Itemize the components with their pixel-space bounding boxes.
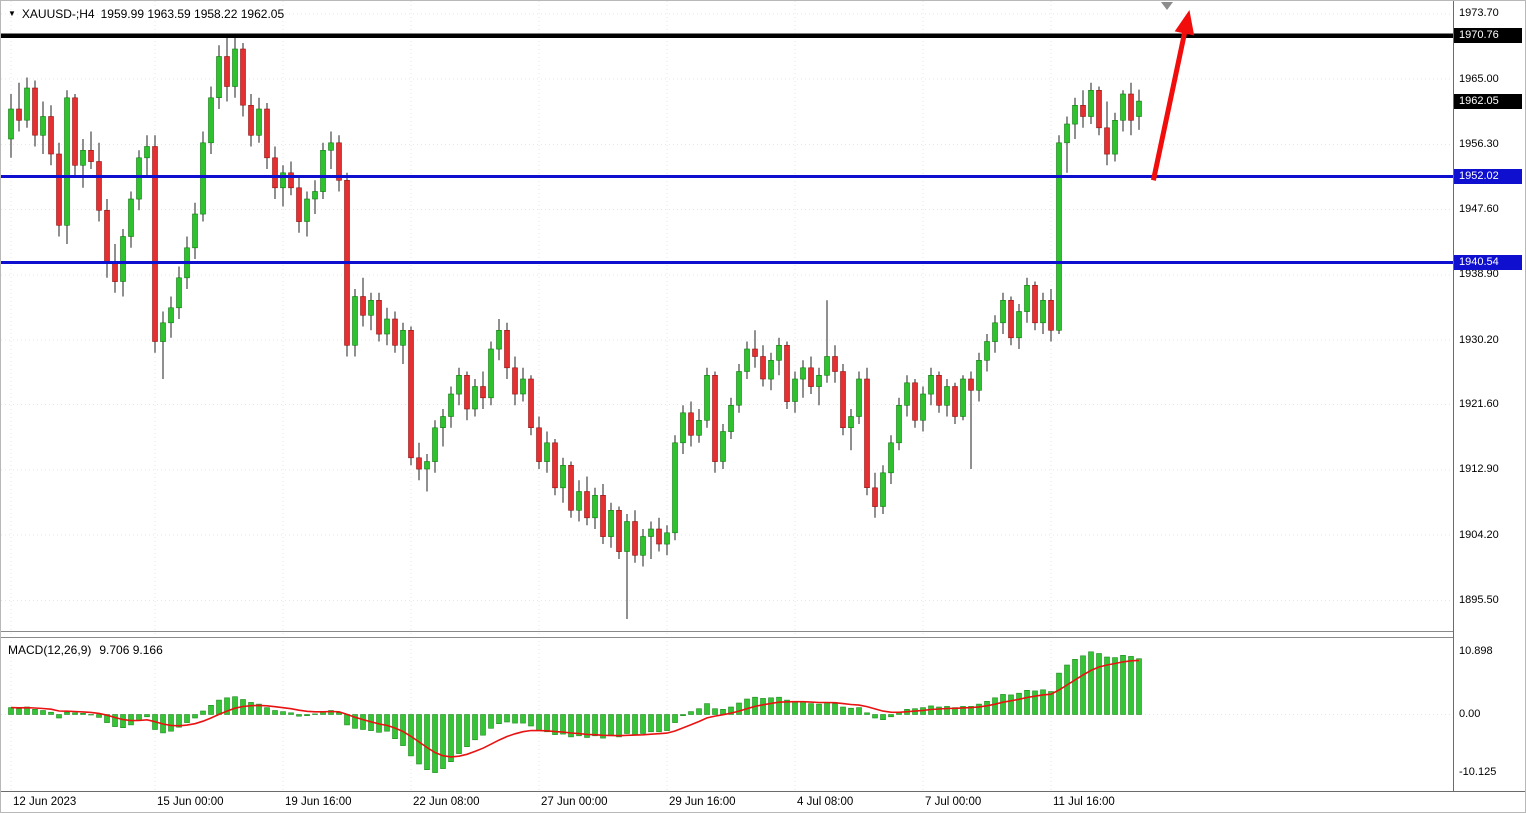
time-axis-label: 27 Jun 00:00 bbox=[541, 796, 608, 808]
trend-arrow[interactable] bbox=[1150, 10, 1195, 181]
macd-signal-line bbox=[10, 659, 1140, 758]
price-axis-label: 1956.30 bbox=[1459, 137, 1499, 150]
price-axis-label: 1973.70 bbox=[1459, 7, 1499, 20]
time-axis-label: 19 Jun 16:00 bbox=[285, 796, 352, 808]
chart-shift-marker-icon[interactable] bbox=[1161, 2, 1173, 10]
price-axis-label: 1895.50 bbox=[1459, 593, 1499, 606]
time-axis-label: 7 Jul 00:00 bbox=[925, 796, 982, 808]
symbol-timeframe-label: XAUUSD-;H4 bbox=[21, 7, 95, 21]
support-resistance-lines[interactable] bbox=[1, 33, 1453, 264]
price-axis-label: 1947.60 bbox=[1459, 203, 1499, 215]
time-axis-label: 12 Jun 2023 bbox=[13, 796, 77, 808]
macd-indicator-label: MACD(12,26,9) 9.706 9.166 bbox=[8, 643, 163, 657]
level-price-badge: 1940.54 bbox=[1454, 255, 1522, 270]
time-axis[interactable]: 12 Jun 2023 15 Jun 00:00 19 Jun 16:00 22 Ju… bbox=[1, 791, 1525, 812]
chart-area[interactable]: ▼ XAUUSD-;H4 1959.99 1963.59 1958.22 196… bbox=[1, 1, 1453, 791]
candlestick-series bbox=[8, 36, 1142, 619]
macd-values-label: 9.706 9.166 bbox=[99, 643, 163, 657]
grid bbox=[1, 1, 1453, 791]
time-axis-label: 22 Jun 08:00 bbox=[413, 796, 480, 808]
ohlc-values-label: 1959.99 1963.59 1958.22 1962.05 bbox=[100, 7, 285, 21]
level-price-badge: 1952.02 bbox=[1454, 168, 1522, 184]
price-axis-label: 1965.00 bbox=[1459, 72, 1499, 85]
time-axis-label: 29 Jun 16:00 bbox=[669, 796, 736, 808]
macd-name-label: MACD(12,26,9) bbox=[8, 643, 92, 657]
pane-divider[interactable] bbox=[1, 631, 1453, 638]
price-axis-label: 1938.90 bbox=[1459, 268, 1499, 281]
macd-axis-label: 10.898 bbox=[1459, 645, 1493, 658]
macd-axis-label: 0.00 bbox=[1459, 708, 1481, 720]
price-axis-label: 1930.20 bbox=[1459, 333, 1499, 346]
collapse-triangle-icon[interactable]: ▼ bbox=[8, 9, 16, 18]
time-axis-label: 11 Jul 16:00 bbox=[1053, 796, 1115, 808]
macd-histogram bbox=[8, 651, 1142, 773]
price-axis-label: 1904.20 bbox=[1459, 528, 1499, 541]
time-axis-label: 4 Jul 08:00 bbox=[797, 796, 854, 808]
price-chart-canvas[interactable] bbox=[1, 1, 1453, 791]
macd-axis-label: -10.125 bbox=[1459, 766, 1497, 779]
level-price-badge: 1970.76 bbox=[1454, 28, 1522, 44]
price-axis-label: 1912.90 bbox=[1459, 463, 1499, 476]
chart-title: ▼ XAUUSD-;H4 1959.99 1963.59 1958.22 196… bbox=[8, 7, 284, 21]
time-axis-label: 15 Jun 00:00 bbox=[157, 796, 224, 808]
price-axis[interactable]: 1973.70 1965.00 1956.30 1947.60 1938.90 1930.… bbox=[1453, 1, 1525, 791]
current-price-badge: 1962.05 bbox=[1454, 93, 1522, 109]
price-axis-label: 1921.60 bbox=[1459, 398, 1499, 410]
